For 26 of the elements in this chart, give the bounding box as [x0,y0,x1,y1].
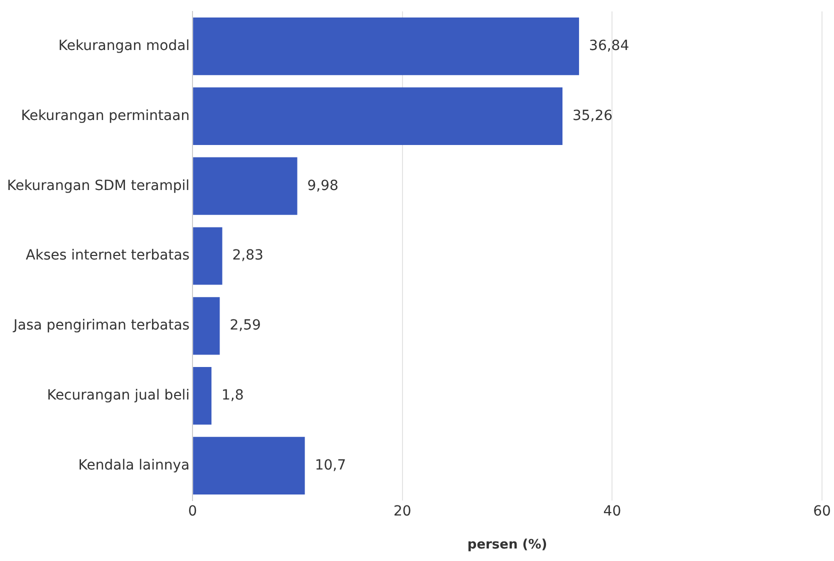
data-label: 36,84 [589,38,630,54]
data-label: 1,8 [221,387,244,404]
x-tick-label: 20 [393,504,412,520]
data-label: 35,26 [572,108,613,124]
bar [193,18,580,76]
bar [193,297,220,355]
y-tick-label: Kekurangan SDM terampil [6,178,190,194]
y-tick-label: Kendala lainnya [78,457,190,474]
data-label: 10,7 [314,457,346,474]
y-tick-label: Kekurangan modal [58,38,190,54]
y-tick-label: Kekurangan permintaan [21,108,190,124]
bar [193,87,562,146]
y-tick-label: Jasa pengiriman terbatas [12,318,190,334]
data-label: 2,83 [232,248,264,264]
x-tick-label: 40 [603,504,622,520]
data-label: 9,98 [307,178,338,194]
data-label: 2,59 [230,318,261,334]
y-tick-label: Akses internet terbatas [26,248,190,264]
x-axis-title: persen (%) [467,538,548,553]
bar [193,227,222,285]
y-tick-label: Kecurangan jual beli [46,387,190,404]
bar [193,436,305,494]
x-tick-label: 60 [813,504,831,520]
bar [193,366,212,425]
x-tick-label: 0 [188,504,198,520]
bar [193,157,298,215]
